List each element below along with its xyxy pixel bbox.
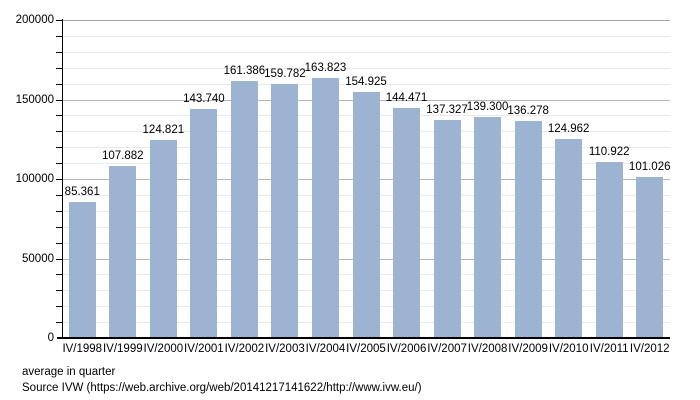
x-tick-label: IV/1999: [102, 343, 143, 355]
gridline-minor: [62, 51, 670, 53]
x-axis: [57, 337, 670, 339]
bar-value-label: 139.300: [466, 100, 509, 113]
x-tick-label: IV/2001: [184, 343, 224, 355]
y-axis-tick: [56, 20, 62, 21]
gridline-minor: [62, 35, 670, 37]
bar: [230, 81, 258, 338]
y-axis-tick: [56, 210, 62, 212]
y-axis-tick: [56, 99, 62, 101]
footer-note: average in quarter: [22, 366, 116, 378]
gridline-major: [62, 20, 670, 21]
y-axis-tick: [56, 115, 62, 117]
y-axis-tick: [56, 274, 62, 276]
y-tick-label: 200000: [15, 14, 54, 26]
x-tick-label: IV/2000: [143, 343, 184, 355]
y-axis-tick: [56, 242, 62, 244]
y-axis: [62, 19, 63, 338]
bar: [636, 177, 664, 338]
footer-source: Source IVW (https://web.archive.org/web/…: [22, 382, 422, 394]
bar: [149, 139, 177, 338]
x-tick-label: IV/2007: [427, 343, 467, 355]
bar: [555, 139, 583, 338]
y-axis-tick: [56, 322, 62, 324]
y-tick-label: 50000: [22, 252, 54, 265]
bar-value-label: 159.782: [264, 67, 306, 80]
y-axis-tick: [56, 226, 62, 228]
y-axis-tick: [56, 131, 62, 133]
y-axis-tick: [56, 83, 62, 85]
x-tick-label: IV/2006: [386, 343, 427, 355]
bar-value-label: 110.922: [588, 145, 630, 158]
x-tick-label: IV/2005: [346, 343, 386, 355]
bar-value-label: 101.026: [628, 161, 671, 174]
gridline-minor: [62, 83, 670, 85]
bar-value-label: 144.471: [385, 92, 428, 105]
y-tick-label: 150000: [15, 93, 54, 106]
y-axis-tick: [56, 147, 62, 149]
y-axis-tick: [56, 290, 62, 292]
x-tick-label: IV/2009: [508, 343, 548, 355]
y-tick-label: 0: [47, 332, 54, 344]
bar-value-label: 124.821: [142, 123, 185, 136]
bar: [393, 108, 421, 338]
bar-value-label: 136.278: [507, 105, 549, 118]
bar: [109, 166, 137, 338]
y-axis-tick: [56, 35, 62, 37]
bar-value-label: 143.740: [183, 93, 225, 106]
y-axis-tick: [56, 51, 62, 53]
x-tick-label: IV/2008: [467, 343, 508, 355]
bar: [595, 161, 623, 338]
bar: [474, 116, 502, 338]
bar-value-label: 163.823: [304, 61, 347, 74]
chart-footer: average in quarter Source IVW (https://w…: [22, 364, 422, 396]
x-tick-label: IV/2010: [548, 343, 589, 355]
y-axis-tick: [56, 258, 62, 260]
x-tick-label: IV/2002: [224, 343, 265, 355]
bar-value-label: 107.882: [102, 150, 144, 163]
y-axis-tick: [56, 67, 62, 69]
bar-value-label: 154.925: [345, 75, 387, 88]
bar: [311, 77, 339, 338]
y-axis-tick: [56, 194, 62, 196]
x-tick-label: IV/2004: [305, 343, 346, 355]
plot-area: 85.361 107.882 124.821 143.740 161.386 159.78…: [62, 20, 671, 338]
y-axis-tick: [56, 179, 62, 180]
bar: [68, 202, 96, 338]
y-axis-tick: [56, 163, 62, 165]
x-tick-label: IV/2011: [589, 343, 629, 355]
bar: [271, 83, 299, 338]
x-tick-label: IV/2003: [265, 343, 305, 355]
y-axis-tick: [56, 306, 62, 308]
bar-value-label: 85.361: [64, 186, 100, 199]
bar: [352, 91, 380, 338]
bar-value-label: 124.962: [547, 123, 590, 136]
y-tick-label: 100000: [15, 173, 54, 185]
gridline-minor: [62, 67, 670, 69]
bar-value-label: 137.327: [426, 103, 468, 116]
x-tick-label: IV/1998: [62, 343, 103, 355]
x-tick-label: IV/2012: [629, 343, 670, 355]
bar: [433, 119, 461, 338]
bar-value-label: 161.386: [223, 65, 266, 78]
bar: [190, 109, 218, 338]
bar: [514, 121, 542, 338]
